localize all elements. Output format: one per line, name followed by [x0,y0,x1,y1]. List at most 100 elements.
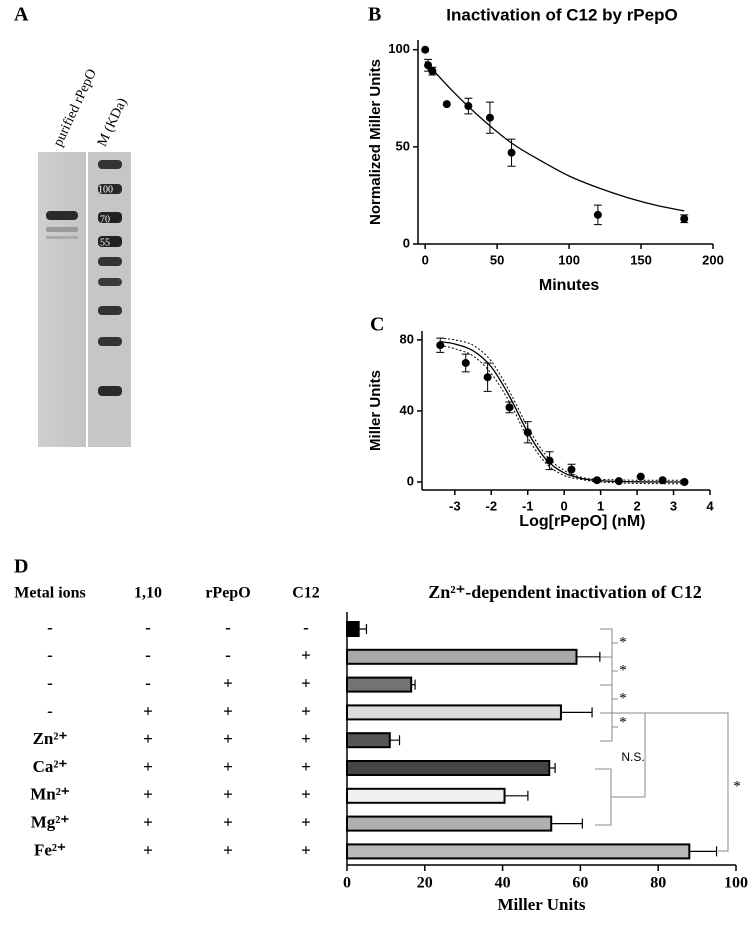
fit-curve [440,344,685,485]
condition-cell: - [47,701,53,720]
lane-label: purified rPepO [51,67,100,149]
condition-cell: + [301,813,311,832]
condition-cell: + [301,757,311,776]
condition-cell: + [301,785,311,804]
table-header: 1,10 [134,585,162,602]
x-tick-label: 60 [572,875,588,892]
bar [346,760,551,776]
x-tick-label: 0 [561,498,568,513]
x-tick-label: 100 [724,875,748,892]
x-tick-label: -3 [449,498,461,513]
error-bar [576,651,601,662]
data-point [614,477,623,486]
x-axis-label: Log[rPepO] (nM) [519,513,645,530]
error-bar [389,735,401,746]
condition-cell: + [143,840,153,859]
significance-label: * [619,714,627,730]
error-bar [551,818,583,829]
panel-label: B [368,4,381,26]
significance-brackets [595,628,729,852]
ladder-band [98,236,122,247]
gel-band [46,211,78,220]
condition-cell: Ca²⁺ [33,757,68,776]
y-tick-label: 0 [407,473,414,488]
data-point [421,45,430,54]
condition-cell: + [143,785,153,804]
bar [346,621,360,637]
data-point [545,456,554,465]
condition-cell: + [143,757,153,776]
y-tick-label: 80 [400,331,414,346]
error-bar [504,790,529,801]
data-point [636,472,645,481]
y-tick-label: 50 [396,138,410,153]
condition-cell: Mg²⁺ [31,813,70,832]
condition-cell: + [223,729,233,748]
data-point [593,210,602,219]
condition-cell: Fe²⁺ [34,840,66,859]
x-tick-label: 50 [490,252,504,267]
condition-cell: + [223,813,233,832]
table-header: rPepO [205,585,250,602]
y-tick-label: 100 [388,41,410,56]
significance-label: * [733,778,741,794]
condition-cell: + [301,701,311,720]
ladder-band [98,386,122,396]
y-tick-label: 0 [403,235,410,250]
bar [346,732,391,749]
bar [346,648,578,665]
data-point [442,100,451,109]
marker-label: 55 [100,237,110,248]
error-bar [358,624,368,634]
y-axis-label: Normalized Miller Units [367,59,384,225]
data-point [464,102,473,111]
gel-band [46,227,78,232]
condition-cell: + [301,674,311,693]
table-header: C12 [292,585,320,602]
condition-cell: + [301,840,311,859]
error-bar [549,763,556,773]
table-header: Metal ions [14,585,86,602]
fit-curve [440,341,685,483]
condition-cell: + [223,840,233,859]
x-tick-label: 150 [630,252,652,267]
significance-label: N.S. [621,750,644,764]
condition-cell: - [303,618,309,637]
data-point [658,476,667,485]
x-tick-label: 3 [670,498,677,513]
bar [346,704,562,721]
bar [346,815,553,832]
condition-cell: - [145,646,151,665]
condition-cell: - [145,674,151,693]
gel [38,152,131,447]
x-tick-label: -2 [485,498,497,513]
condition-cell: + [223,674,233,693]
ladder-band [98,212,122,223]
gel-lane [38,152,86,447]
error-bar [560,707,593,718]
bar [346,676,413,693]
error-bar [689,846,718,857]
x-tick-label: 4 [706,498,714,513]
x-tick-label: 0 [343,875,351,892]
condition-cell: Zn²⁺ [33,729,68,748]
condition-cell: - [47,674,53,693]
panel-label: D [14,556,28,578]
condition-cell: - [225,646,231,665]
condition-cell: + [143,813,153,832]
x-tick-label: 40 [495,875,511,892]
ladder-band [98,306,122,315]
error-bar [411,679,416,690]
gel-lane [88,152,131,447]
condition-cell: + [143,729,153,748]
data-point [485,113,494,122]
x-tick-label: 20 [417,875,433,892]
data-point [567,465,576,474]
x-tick-label: 100 [558,252,580,267]
condition-cell: + [223,701,233,720]
condition-cell: - [47,646,53,665]
bar [346,843,691,860]
chart-title: Inactivation of C12 by rPepO [446,5,677,24]
condition-cell: - [225,618,231,637]
significance-label: * [619,634,627,650]
